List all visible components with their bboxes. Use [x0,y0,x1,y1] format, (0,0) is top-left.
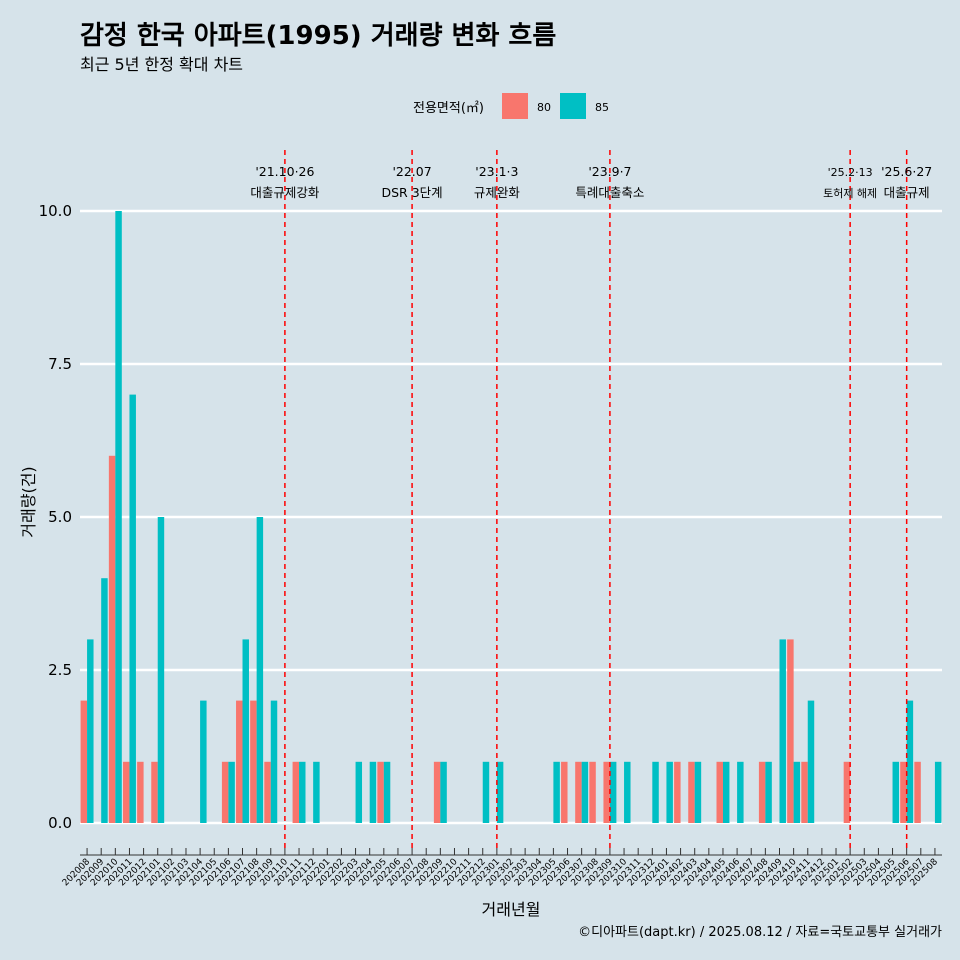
bar-85-202109 [270,700,278,823]
bar-80-202306 [561,761,568,823]
bar-80-202403 [688,761,695,823]
bar-85-202301 [496,761,504,823]
y-tick-label: 0.0 [48,814,72,832]
bar-80-202106 [221,761,229,823]
bar-85-202204 [369,761,377,823]
bar-80-202408 [758,761,766,823]
bar-85-202009 [101,578,108,823]
event-date: '23.9·7 [588,164,631,179]
caption: ©디아파트(dapt.kr) / 2025.08.12 / 자료=국토교통부 실… [578,925,942,940]
bar-85-202406 [737,761,744,823]
bar-85-202312 [652,761,659,823]
legend-label-85: 85 [595,101,609,114]
bar-85-202108 [256,517,264,823]
x-axis-label: 거래년월 [482,900,541,919]
bar-85-202408 [765,761,772,823]
bar-80-202405 [716,761,723,823]
chart-subtitle: 최근 5년 한정 확대 차트 [80,55,243,74]
bar-80-202209 [433,761,441,823]
bar-85-202307 [581,761,589,823]
bar-85-202410 [793,761,801,823]
bar-80-202205 [377,761,384,823]
legend-swatch-85 [560,93,586,119]
bar-80-202108 [250,700,257,823]
y-tick-label: 10.0 [39,202,72,220]
y-tick-label: 2.5 [48,661,72,679]
bar-85-202107 [242,639,249,823]
bar-85-202508 [934,761,942,823]
bar-80-202411 [801,761,808,823]
bar-80-202410 [787,639,794,823]
bar-85-202106 [228,761,235,823]
bar-85-202505 [892,761,900,823]
bar-85-202310 [624,761,631,823]
event-label: 토허제 해제 [823,186,877,200]
bar-85-202305 [553,761,560,823]
bar-80-202402 [674,761,681,823]
bar-80-202309 [603,761,610,823]
bar-80-202507 [914,761,921,823]
event-label: 규제완화 [474,185,521,200]
bar-80-202111 [292,761,300,823]
legend: 전용면적(㎡) 80 85 [413,93,609,119]
event-label: DSR 3단계 [381,185,442,200]
bar-85-202011 [129,394,136,823]
event-date: '22.07 [392,164,431,179]
bar-80-202008 [80,700,88,823]
bar-80-202502 [843,761,851,823]
chart-title: 감정 한국 아파트(1995) 거래량 변화 흐름 [80,21,556,51]
bars [80,211,942,823]
bar-85-202212 [482,761,490,823]
bar-80-202308 [589,761,596,823]
legend-swatch-80 [502,93,528,119]
bar-85-202101 [157,517,165,823]
bar-85-202203 [355,761,363,823]
bar-85-202008 [87,639,94,823]
event-date: '21.10·26 [255,164,314,179]
bar-80-202307 [575,761,582,823]
bar-85-202111 [299,761,306,823]
event-date: '25.2·13 [828,166,873,179]
event-date: '23.1·3 [475,164,518,179]
bar-85-202209 [440,761,447,823]
legend-title: 전용면적(㎡) [413,101,484,116]
event-date: '25.6·27 [881,164,932,179]
bar-85-202411 [807,700,815,823]
bar-85-202506 [906,700,914,823]
bar-85-202403 [694,761,702,823]
bar-80-202012 [137,761,144,823]
bar-85-202112 [313,761,320,823]
bar-80-202506 [900,761,907,823]
y-axis: 0.0 2.5 5.0 7.5 10.0 [39,202,72,832]
event-label: 대출규제 [884,185,930,200]
legend-label-80: 80 [537,101,551,114]
y-axis-label: 거래량(건) [19,466,38,537]
bar-85-202205 [383,761,391,823]
bar-80-202109 [264,761,271,823]
y-tick-label: 5.0 [48,508,72,526]
bar-80-202011 [122,761,130,823]
bar-80-202010 [108,455,116,823]
event-label: 특례대출축소 [575,185,644,200]
bar-85-202401 [666,761,673,823]
bar-85-202409 [779,639,786,823]
event-label: 대출규제강화 [250,185,320,200]
y-tick-label: 7.5 [48,355,72,373]
bar-85-202405 [722,761,730,823]
event-markers: '21.10·26 대출규제강화 '22.07 DSR 3단계 '23.1·3 규제완화 '… [250,150,932,848]
bar-85-202010 [115,211,122,823]
bar-85-202104 [200,700,207,823]
x-axis: 2020082020092020102020112020122021012021… [61,848,942,888]
bar-80-202101 [151,761,158,823]
bar-85-202309 [609,761,617,823]
bar-80-202107 [236,700,243,823]
